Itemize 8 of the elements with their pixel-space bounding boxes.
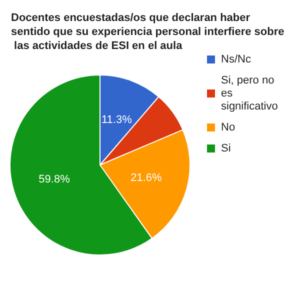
legend-label: Si — [221, 142, 231, 154]
legend-label: Si, pero no es significativo — [221, 74, 278, 112]
legend-label: No — [221, 122, 236, 134]
data-label: 11.3% — [101, 114, 132, 126]
data-label: 21.6% — [130, 172, 162, 184]
data-label: 59.8% — [38, 174, 70, 186]
legend-label: Ns/Nc — [221, 54, 252, 66]
chart-title: Docentes encuestadas/os que declaran haber sentido que su experiencia personal interfiere sobre las actividades de ESI en el aula — [11, 12, 284, 52]
